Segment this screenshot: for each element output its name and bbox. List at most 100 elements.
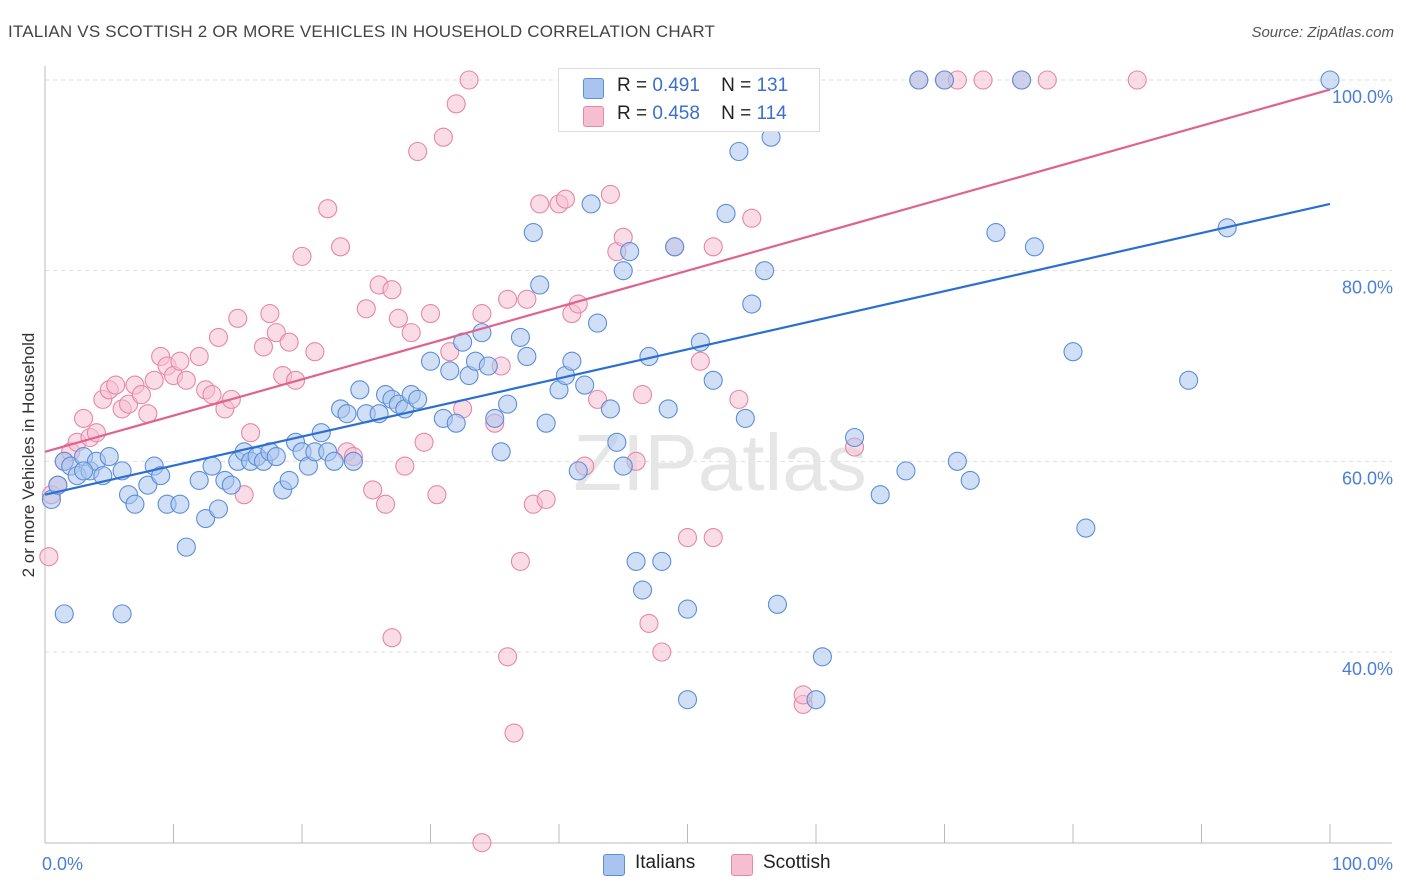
scottish-point bbox=[587, 389, 608, 409]
scottish-point bbox=[703, 528, 723, 548]
y-tick-label: 80.0% bbox=[1342, 278, 1393, 298]
scottish-point bbox=[1127, 70, 1147, 90]
italians-point bbox=[99, 447, 119, 467]
italians-point bbox=[170, 494, 190, 514]
italians-point bbox=[568, 461, 588, 481]
scottish-point bbox=[382, 628, 402, 648]
scottish-point bbox=[375, 494, 396, 514]
scottish-point bbox=[395, 456, 415, 476]
italians-point bbox=[491, 442, 511, 462]
scottish-point bbox=[39, 547, 59, 567]
italians-point bbox=[337, 404, 357, 424]
scottish-point bbox=[517, 289, 537, 309]
y-axis-label: 2 or more Vehicles in Household bbox=[19, 333, 38, 578]
scottish-point bbox=[208, 327, 229, 347]
scottish-legend-label: Scottish bbox=[763, 852, 831, 873]
x-tick-labels: 0.0% 100.0% bbox=[42, 854, 1393, 874]
italians-point bbox=[870, 485, 890, 505]
italians-point bbox=[735, 408, 755, 428]
scottish-point bbox=[420, 304, 441, 324]
scottish-point bbox=[472, 833, 492, 853]
italians-point bbox=[607, 432, 627, 452]
italians-point bbox=[587, 313, 608, 333]
y-tick-label: 60.0% bbox=[1342, 468, 1393, 488]
italians-point bbox=[729, 141, 749, 162]
scottish-point bbox=[382, 280, 402, 300]
scottish-n-value: 114 bbox=[756, 103, 787, 124]
scottish-point bbox=[118, 394, 139, 414]
y-tick-label: 40.0% bbox=[1342, 659, 1393, 679]
italians-point bbox=[767, 594, 788, 614]
scottish-point bbox=[510, 551, 531, 571]
scottish-points bbox=[39, 70, 1147, 853]
italians-point bbox=[703, 370, 723, 390]
scottish-point bbox=[742, 208, 762, 228]
italians-point bbox=[221, 475, 241, 495]
italians-point bbox=[986, 222, 1006, 243]
italians-n-value: 131 bbox=[756, 75, 789, 96]
scottish-point bbox=[498, 647, 518, 667]
axes bbox=[44, 66, 1392, 844]
italians-r-label: R = bbox=[617, 75, 648, 96]
italians-point bbox=[189, 470, 209, 490]
italians-point bbox=[517, 346, 537, 367]
scottish-point bbox=[363, 480, 383, 500]
italians-point bbox=[716, 203, 736, 224]
scottish-point bbox=[318, 199, 338, 219]
scottish-point bbox=[330, 237, 351, 257]
italians-point bbox=[1024, 237, 1044, 257]
italians-point bbox=[658, 399, 678, 419]
scottish-point bbox=[234, 485, 254, 505]
scottish-point bbox=[530, 194, 550, 214]
y-tick-label: 100.0% bbox=[1332, 87, 1393, 107]
scottish-legend-swatch bbox=[731, 854, 753, 876]
stats-legend: R = 0.491 N = 131 R = 0.458 N = 114 bbox=[558, 68, 820, 132]
scottish-point bbox=[600, 184, 620, 204]
scottish-point bbox=[973, 70, 993, 90]
italians-point bbox=[1012, 70, 1032, 90]
italians-point bbox=[652, 551, 672, 571]
scottish-point bbox=[433, 127, 453, 147]
italians-point bbox=[947, 451, 967, 471]
italians-point bbox=[176, 537, 196, 557]
scottish-point bbox=[408, 141, 428, 162]
scottish-point bbox=[690, 351, 710, 371]
italians-points bbox=[41, 70, 1340, 710]
scottish-point bbox=[202, 385, 222, 405]
italians-point bbox=[523, 222, 543, 243]
italians-point bbox=[420, 351, 441, 371]
italians-point bbox=[626, 551, 646, 571]
italians-point bbox=[562, 351, 582, 371]
scottish-point bbox=[729, 389, 749, 409]
italians-legend-label: Italians bbox=[635, 852, 696, 873]
scottish-point bbox=[86, 423, 106, 443]
italians-point bbox=[1076, 518, 1096, 538]
scottish-point bbox=[1037, 70, 1057, 90]
scottish-point bbox=[131, 385, 151, 405]
italians-r-value: 0.491 bbox=[652, 75, 700, 96]
scottish-point bbox=[74, 408, 94, 428]
scottish-point bbox=[703, 237, 723, 257]
scottish-point bbox=[228, 308, 248, 328]
scottish-point bbox=[356, 299, 376, 319]
italians-point bbox=[350, 380, 370, 400]
italians-point bbox=[600, 399, 620, 419]
italians-point bbox=[498, 394, 518, 414]
legend-scottish-text: R = 0.458 N = 114 bbox=[617, 103, 787, 125]
scottish-r-value: 0.458 bbox=[652, 103, 700, 124]
italians-point bbox=[536, 413, 556, 433]
italians-point bbox=[665, 237, 685, 257]
italians-point bbox=[446, 413, 466, 433]
scottish-point bbox=[279, 332, 299, 352]
italians-point bbox=[620, 242, 640, 262]
scottish-point bbox=[498, 289, 518, 309]
scottish-point bbox=[652, 642, 672, 662]
scottish-point bbox=[260, 304, 280, 324]
italians-point bbox=[960, 470, 980, 490]
scottish-point bbox=[401, 323, 421, 343]
italians-point bbox=[581, 194, 601, 214]
scottish-point bbox=[555, 189, 575, 209]
italians-point bbox=[125, 494, 145, 514]
scottish-n-label: N = bbox=[721, 103, 752, 124]
scottish-trend-line bbox=[44, 88, 1331, 453]
